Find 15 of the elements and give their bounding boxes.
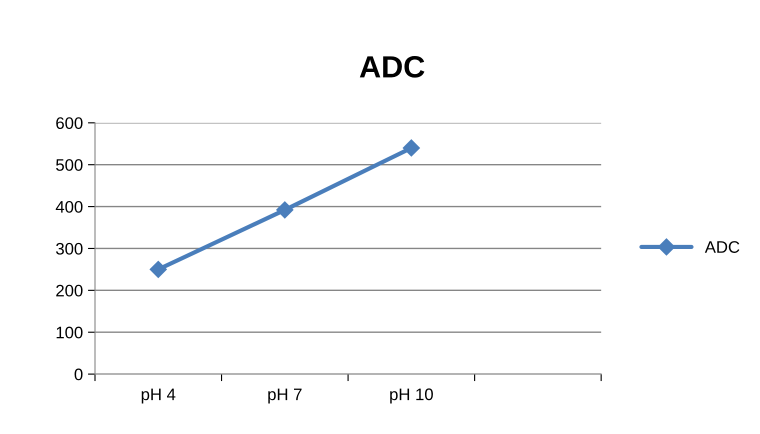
y-tick-label: 500 [56,159,83,171]
x-tick-label: pH 7 [268,388,302,404]
y-tick-label: 600 [56,117,83,130]
y-tick-label: 300 [56,242,83,255]
y-tick-label: 200 [56,284,83,297]
legend-label: ADC [704,241,740,253]
point [402,139,420,156]
x-tick-label: pH 10 [390,388,433,404]
y-tick-label: 100 [56,326,83,338]
y-tick-label: 0 [74,368,83,380]
x-tick-label: pH 4 [142,388,176,404]
chart-title: ADC [360,56,424,78]
y-tick-label: 400 [56,200,83,213]
point [276,201,294,218]
point [150,260,167,278]
